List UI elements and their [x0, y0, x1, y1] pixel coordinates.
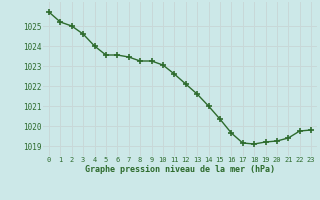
X-axis label: Graphe pression niveau de la mer (hPa): Graphe pression niveau de la mer (hPa) — [85, 165, 275, 174]
